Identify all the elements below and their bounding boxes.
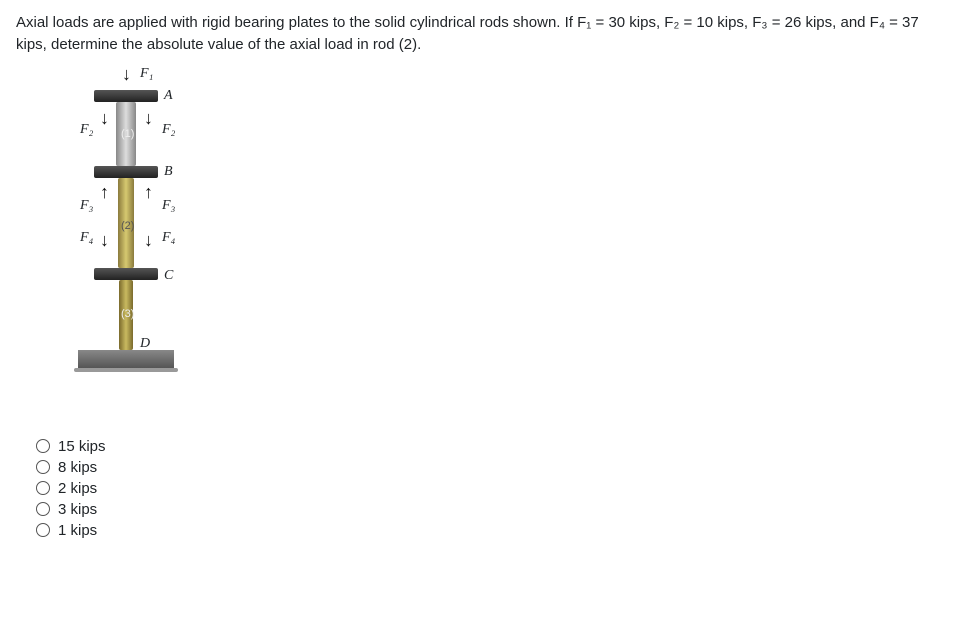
label-f2-right: F₂ [162,122,175,138]
option-label: 1 kips [58,522,97,539]
option-label: 3 kips [58,501,97,518]
label-plate-b: B [164,164,173,180]
plate-b [94,166,158,178]
base-shadow [74,368,178,372]
label-f3-left: F₃ [80,198,93,214]
option-4[interactable]: 1 kips [36,522,944,539]
option-label: 2 kips [58,480,97,497]
label-f4-left: F₄ [80,230,93,246]
arrow-f1 [122,64,131,85]
radio-icon [36,502,50,516]
answer-options: 15 kips 8 kips 2 kips 3 kips 1 kips [36,438,944,539]
option-2[interactable]: 2 kips [36,480,944,497]
arrow-f3-right [144,182,153,203]
option-0[interactable]: 15 kips [36,438,944,455]
segment-3-label: (3) [121,308,134,320]
plate-a [94,90,158,102]
label-plate-a: A [164,88,173,104]
rod-diagram: F₁ A (1) F₂ F₂ B (2) F₃ F₃ F₄ F₄ C (3) D [44,70,214,410]
arrow-f4-left [100,230,109,251]
arrow-f4-right [144,230,153,251]
arrow-f2-left [100,108,109,129]
label-f1: F₁ [140,66,153,82]
arrow-f2-right [144,108,153,129]
radio-icon [36,523,50,537]
radio-icon [36,481,50,495]
label-f3-right: F₃ [162,198,175,214]
option-label: 15 kips [58,438,106,455]
label-plate-c: C [164,268,173,284]
option-1[interactable]: 8 kips [36,459,944,476]
base-block [78,350,174,368]
arrow-f3-left [100,182,109,203]
radio-icon [36,460,50,474]
question-text: Axial loads are applied with rigid beari… [16,12,944,56]
segment-2-label: (2) [121,220,134,232]
plate-c [94,268,158,280]
segment-1-label: (1) [121,128,134,140]
option-label: 8 kips [58,459,97,476]
label-f4-right: F₄ [162,230,175,246]
label-f2-left: F₂ [80,122,93,138]
option-3[interactable]: 3 kips [36,501,944,518]
radio-icon [36,439,50,453]
